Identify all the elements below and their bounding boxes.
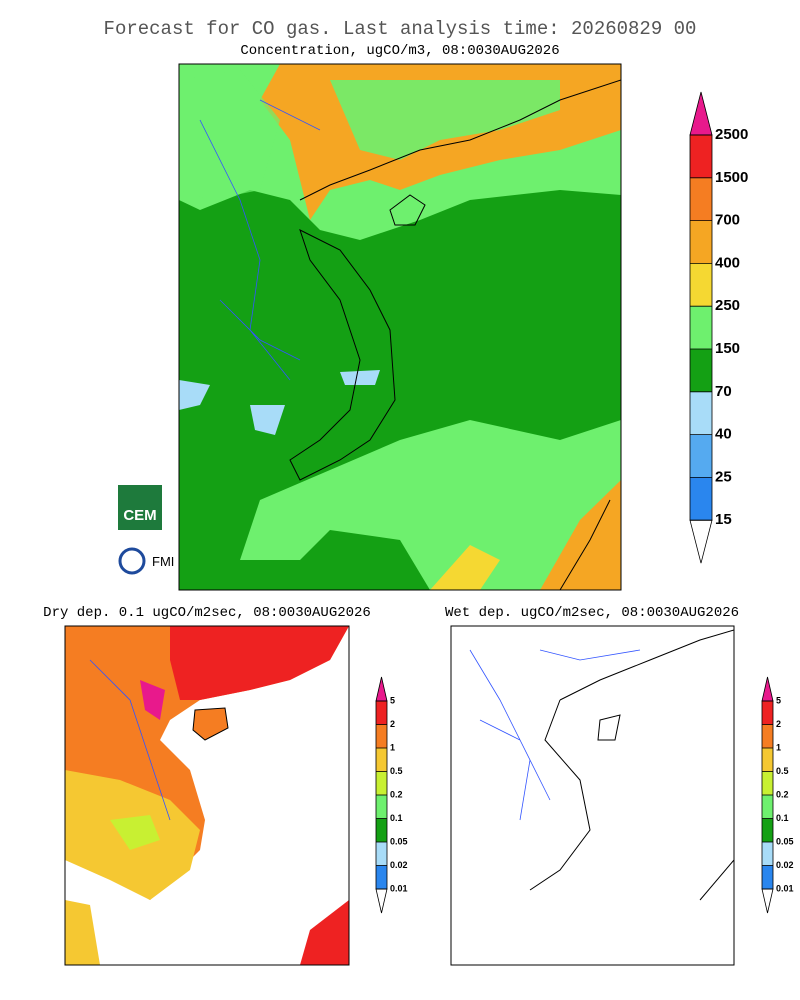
colorbar-label: 40 [715, 426, 732, 443]
panel-title: Wet dep. ugCO/m2sec, 08:0030AUG2026 [445, 605, 739, 621]
logo-text: CEM [123, 507, 156, 524]
colorbar-over [689, 91, 713, 136]
colorbar-label: 0.5 [390, 766, 403, 776]
colorbar-frame [761, 700, 774, 890]
colorbars: 25001500700400250150704025155210.50.20.1… [375, 91, 794, 914]
map-frame [178, 63, 622, 591]
colorbar-segment [376, 771, 387, 795]
colorbar-segment [690, 220, 712, 264]
logo-text: FMI [152, 554, 174, 569]
colorbar-segment [690, 306, 712, 349]
colorbar-label: 2 [390, 719, 395, 729]
logo-mark [118, 547, 146, 575]
colorbar-segment [376, 842, 387, 866]
colorbar-segment [376, 865, 387, 889]
colorbar-label: 70 [715, 383, 732, 400]
colorbar-segment [376, 795, 387, 819]
colorbar-segment [762, 818, 773, 842]
colorbar-segment [762, 771, 773, 795]
panel-title: Dry dep. 0.1 ugCO/m2sec, 08:0030AUG2026 [43, 605, 371, 621]
colorbar-label: 0.02 [776, 860, 794, 870]
colorbar-segment [690, 177, 712, 221]
colorbar-label: 0.05 [390, 836, 408, 846]
colorbar-label: 0.2 [390, 789, 403, 799]
concentration-map [179, 64, 621, 590]
colorbar-segment [762, 842, 773, 866]
colorbar-segment [690, 477, 712, 521]
colorbar-under [689, 519, 713, 564]
colorbar-over [761, 676, 774, 702]
colorbar-label: 0.5 [776, 766, 789, 776]
colorbar-label: 0.1 [776, 813, 789, 823]
colorbar-under [761, 888, 774, 914]
colorbar-frame [375, 700, 388, 890]
colorbar-label: 0.02 [390, 860, 408, 870]
colorbar-segment [376, 724, 387, 748]
colorbar-segment [762, 748, 773, 772]
wet-deposition-map [451, 626, 734, 965]
colorbar-label: 1 [390, 742, 395, 752]
colorbar-frame [689, 134, 713, 521]
colorbar-label: 1500 [715, 169, 748, 186]
colorbar-segment [376, 748, 387, 772]
colorbar-segment [690, 434, 712, 478]
colorbar-label: 700 [715, 212, 740, 229]
colorbar-segment [762, 701, 773, 725]
colorbar-label: 2 [776, 719, 781, 729]
colorbar-segment [376, 701, 387, 725]
colorbar-segment [376, 818, 387, 842]
colorbar-label: 0.05 [776, 836, 794, 846]
colorbar-segment [762, 795, 773, 819]
dry-deposition-map [65, 626, 349, 965]
colorbar-label: 5 [776, 695, 781, 705]
page-title: Forecast for CO gas. Last analysis time:… [104, 18, 697, 40]
colorbar-label: 150 [715, 340, 740, 357]
colorbar-segment [762, 724, 773, 748]
logo-box [118, 485, 162, 530]
colorbar-segment [762, 865, 773, 889]
colorbar-label: 1 [776, 742, 781, 752]
colorbar-label: 0.1 [390, 813, 403, 823]
colorbar-label: 0.01 [390, 883, 408, 893]
colorbar-label: 5 [390, 695, 395, 705]
colorbar-label: 25 [715, 468, 732, 485]
colorbar-label: 0.01 [776, 883, 794, 893]
colorbar-segment [690, 391, 712, 435]
colorbar-segment [690, 263, 712, 307]
colorbar-label: 400 [715, 254, 740, 271]
colorbar-under [375, 888, 388, 914]
colorbar-segment [690, 135, 712, 178]
colorbar-over [375, 676, 388, 702]
panel-title: Concentration, ugCO/m3, 08:0030AUG2026 [240, 43, 559, 59]
map-frame [64, 625, 350, 966]
colorbar-label: 15 [715, 511, 732, 528]
colorbar-label: 0.2 [776, 789, 789, 799]
map-frame [450, 625, 735, 966]
colorbar-label: 2500 [715, 126, 748, 143]
colorbar-segment [690, 349, 712, 392]
colorbar-label: 250 [715, 297, 740, 314]
